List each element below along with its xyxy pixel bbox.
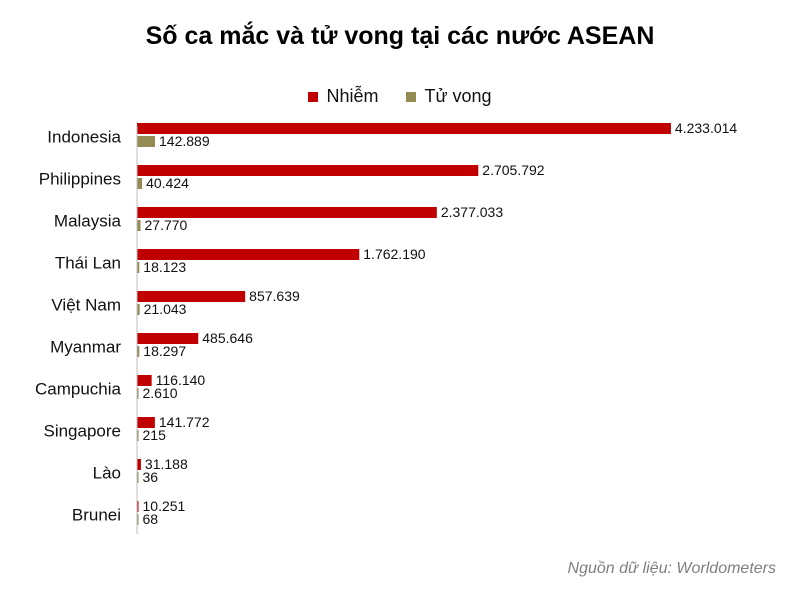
bar-deaths: [137, 136, 156, 147]
bar-deaths: [137, 388, 139, 399]
bar-infected: [137, 375, 152, 386]
bar-infected: [137, 333, 199, 344]
bar-infected: [137, 417, 155, 428]
bar-infected: [137, 123, 671, 134]
data-label-infected: 485.646: [202, 330, 253, 346]
data-label-deaths: 18.123: [143, 259, 186, 275]
data-label-infected: 2.377.033: [441, 204, 503, 220]
category-label: Philippines: [39, 169, 121, 188]
bar-deaths: [137, 514, 139, 525]
bar-deaths: [137, 430, 139, 441]
bar-infected: [137, 291, 246, 302]
legend-label-infected: Nhiễm: [326, 86, 379, 106]
data-label-deaths: 215: [143, 427, 167, 443]
bar-infected: [137, 501, 139, 512]
bar-infected: [137, 207, 437, 218]
category-label: Brunei: [72, 505, 121, 524]
data-label-deaths: 18.297: [143, 343, 186, 359]
bar-deaths: [137, 346, 140, 357]
legend-item-deaths: Tử vong: [406, 86, 492, 107]
bar-deaths: [137, 262, 140, 273]
legend-label-deaths: Tử vong: [424, 86, 492, 106]
bar-deaths: [137, 220, 141, 231]
category-label: Singapore: [43, 421, 121, 440]
legend-swatch-infected: [308, 91, 319, 102]
data-label-infected: 10.251: [143, 498, 186, 514]
data-label-deaths: 27.770: [145, 217, 188, 233]
legend: Nhiễm Tử vong: [0, 86, 800, 107]
category-label: Thái Lan: [55, 253, 121, 272]
data-label-deaths: 36: [143, 469, 159, 485]
data-label-deaths: 142.889: [159, 133, 210, 149]
data-label-infected: 31.188: [145, 456, 188, 472]
data-label-infected: 4.233.014: [675, 120, 737, 136]
data-label-infected: 141.772: [159, 414, 210, 430]
data-label-deaths: 68: [143, 511, 159, 527]
data-label-deaths: 40.424: [146, 175, 189, 191]
data-label-infected: 857.639: [249, 288, 300, 304]
data-label-deaths: 21.043: [144, 301, 187, 317]
bar-deaths: [137, 472, 139, 483]
bar-deaths: [137, 304, 140, 315]
category-label: Việt Nam: [51, 295, 121, 314]
legend-item-infected: Nhiễm: [308, 86, 378, 107]
legend-swatch-deaths: [406, 91, 417, 102]
source-note: Nguồn dữ liệu: Worldometers: [567, 560, 776, 577]
bar-deaths: [137, 178, 143, 189]
category-label: Lào: [93, 463, 121, 482]
bar-infected: [137, 459, 141, 470]
chart-title: Số ca mắc và tử vong tại các nước ASEAN: [145, 22, 655, 50]
data-label-infected: 116.140: [156, 372, 206, 388]
data-label-deaths: 2.610: [143, 385, 178, 401]
category-label: Indonesia: [47, 127, 121, 146]
category-label: Campuchia: [35, 379, 122, 398]
category-label: Malaysia: [54, 211, 122, 230]
data-label-infected: 1.762.190: [363, 246, 425, 262]
category-label: Myanmar: [50, 337, 121, 356]
data-label-infected: 2.705.792: [482, 162, 544, 178]
bar-infected: [137, 249, 360, 260]
bar-infected: [137, 165, 479, 176]
